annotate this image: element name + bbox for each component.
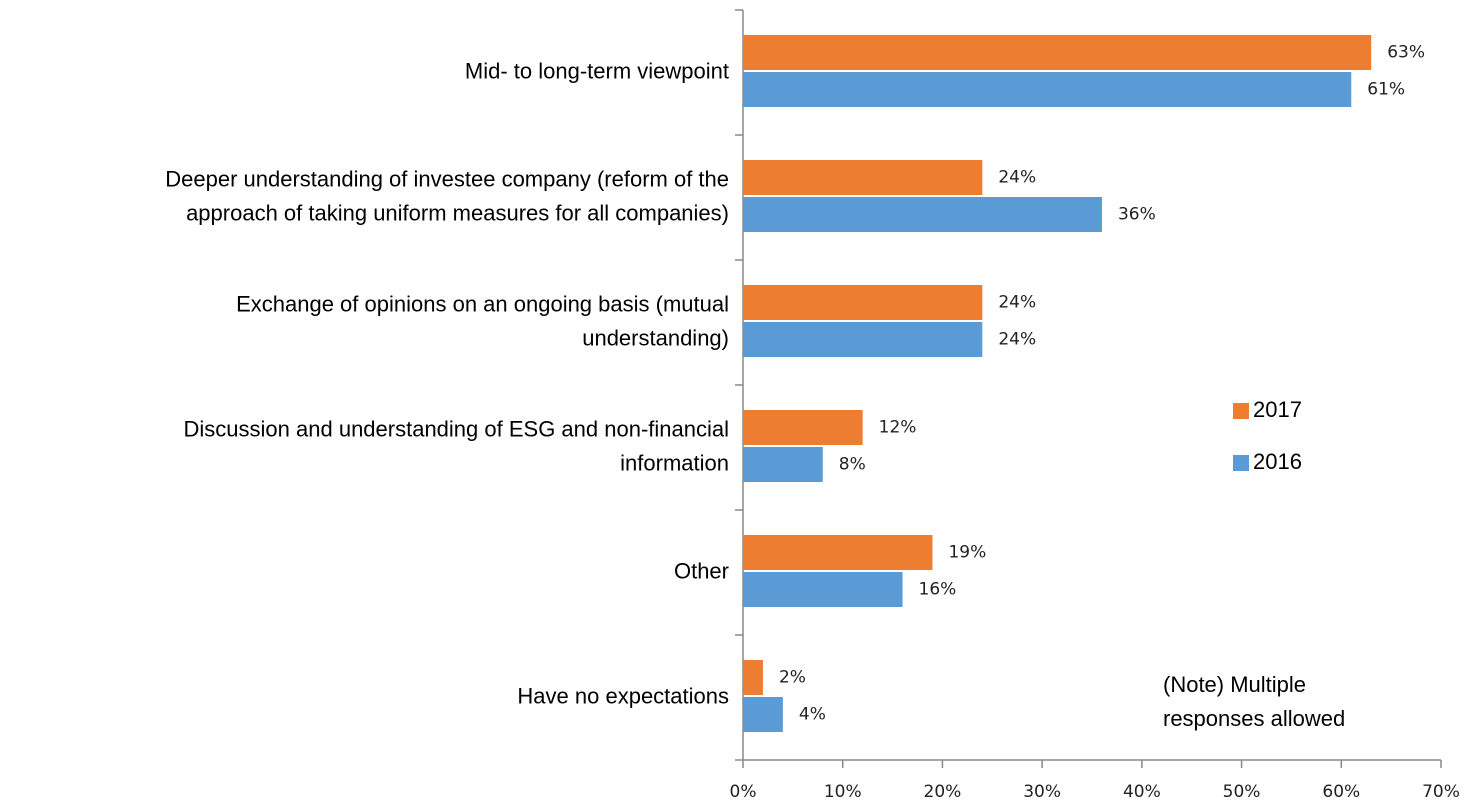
x-tick-label: 50% [1223, 782, 1261, 802]
value-label: 19% [948, 543, 986, 563]
bar [743, 535, 933, 570]
bar [743, 160, 983, 195]
legend-label: 2016 [1253, 449, 1302, 474]
note-line: responses allowed [1163, 706, 1345, 731]
value-label: 12% [879, 418, 917, 438]
value-label: 61% [1367, 80, 1405, 100]
category-label: understanding) [582, 325, 729, 350]
bar [743, 660, 763, 695]
bar [743, 410, 863, 445]
note-line: (Note) Multiple [1163, 672, 1306, 697]
bar [743, 72, 1352, 107]
value-label: 24% [998, 330, 1036, 350]
category-label: Have no expectations [517, 683, 729, 708]
x-tick-label: 0% [730, 782, 757, 802]
bar [743, 285, 983, 320]
value-label: 16% [919, 580, 957, 600]
category-label: information [620, 450, 729, 475]
x-tick-label: 20% [924, 782, 962, 802]
x-tick-label: 30% [1023, 782, 1061, 802]
value-label: 4% [799, 705, 826, 725]
bar [743, 447, 823, 482]
legend-swatch [1233, 403, 1249, 419]
value-label: 24% [998, 168, 1036, 188]
bar [743, 697, 783, 732]
category-label: Other [674, 558, 729, 583]
x-tick-label: 40% [1123, 782, 1161, 802]
value-label: 63% [1387, 43, 1425, 63]
category-label: approach of taking uniform measures for … [186, 200, 729, 225]
value-label: 36% [1118, 205, 1156, 225]
bar [743, 572, 903, 607]
legend-swatch [1233, 455, 1249, 471]
x-tick-label: 10% [824, 782, 862, 802]
category-label: Mid- to long-term viewpoint [465, 58, 729, 83]
value-label: 24% [998, 293, 1036, 313]
bar [743, 322, 983, 357]
x-tick-label: 70% [1422, 782, 1460, 802]
category-label: Deeper understanding of investee company… [165, 166, 729, 191]
bar [743, 35, 1372, 70]
category-label: Exchange of opinions on an ongoing basis… [236, 291, 729, 316]
value-label: 8% [839, 455, 866, 475]
x-tick-label: 60% [1322, 782, 1360, 802]
value-label: 2% [779, 668, 806, 688]
legend-label: 2017 [1253, 397, 1302, 422]
bar [743, 197, 1102, 232]
category-label: Discussion and understanding of ESG and … [184, 416, 729, 441]
